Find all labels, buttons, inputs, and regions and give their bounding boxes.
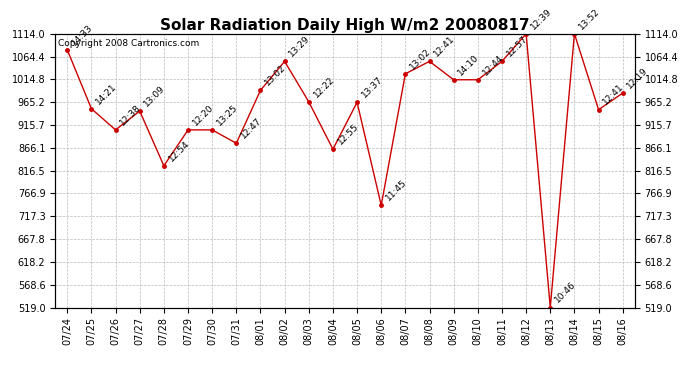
- Text: 12:41: 12:41: [433, 34, 457, 58]
- Text: 12:55: 12:55: [336, 122, 360, 147]
- Text: 12:38: 12:38: [119, 102, 143, 127]
- Text: 12:19: 12:19: [626, 66, 650, 90]
- Text: 13:02: 13:02: [408, 46, 433, 71]
- Text: 12:47: 12:47: [239, 116, 264, 141]
- Text: 10:46: 10:46: [553, 280, 578, 305]
- Text: 12:57: 12:57: [505, 34, 529, 58]
- Text: 12:22: 12:22: [312, 75, 336, 99]
- Text: 13:25: 13:25: [215, 102, 239, 127]
- Text: 12:44: 12:44: [481, 53, 505, 77]
- Text: 13:37: 13:37: [360, 75, 384, 99]
- Text: 12:20: 12:20: [191, 103, 215, 127]
- Text: 13:09: 13:09: [143, 84, 167, 108]
- Text: Copyright 2008 Cartronics.com: Copyright 2008 Cartronics.com: [58, 39, 199, 48]
- Text: 14:21: 14:21: [95, 81, 119, 106]
- Text: 14:33: 14:33: [70, 22, 95, 47]
- Text: 12:54: 12:54: [167, 138, 191, 163]
- Title: Solar Radiation Daily High W/m2 20080817: Solar Radiation Daily High W/m2 20080817: [160, 18, 530, 33]
- Text: 13:52: 13:52: [578, 6, 602, 31]
- Text: 14:10: 14:10: [457, 53, 481, 77]
- Text: 11:45: 11:45: [384, 178, 408, 203]
- Text: 13:02: 13:02: [264, 63, 288, 88]
- Text: 12:41: 12:41: [602, 82, 626, 107]
- Text: 12:39: 12:39: [529, 6, 553, 31]
- Text: 13:29: 13:29: [288, 34, 312, 58]
